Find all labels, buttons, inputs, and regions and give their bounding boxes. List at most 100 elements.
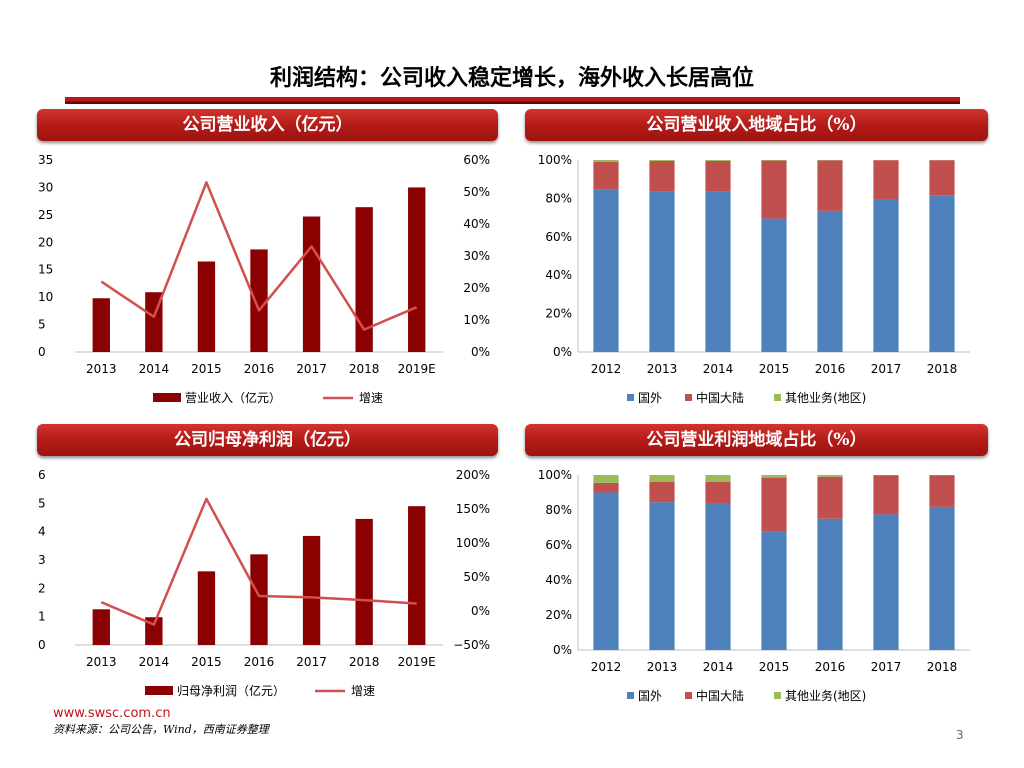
x-tick-label: 2013 (86, 362, 117, 376)
x-tick-label: 2016 (815, 362, 846, 376)
x-tick-label: 2015 (191, 655, 222, 669)
legend-swatch (627, 394, 634, 401)
revenue-bar (92, 609, 110, 645)
stacked-bar-segment (649, 482, 675, 503)
x-tick-label: 2017 (296, 655, 327, 669)
right-axis-tick-label: 200% (456, 468, 490, 482)
x-tick-label: 2018 (927, 362, 958, 376)
legend-label: 其他业务(地区) (785, 390, 866, 405)
title-underline-shadow (65, 101, 960, 104)
stacked-bar-segment (593, 492, 619, 650)
y-axis-tick-label: 0% (553, 643, 572, 657)
stacked-bar-segment (761, 218, 787, 352)
x-tick-label: 2017 (871, 362, 902, 376)
x-tick-label: 2012 (591, 660, 622, 674)
stacked-bar-segment (593, 475, 619, 483)
revenue-bar (355, 518, 373, 645)
left-axis-tick-label: 15 (38, 263, 53, 277)
source-note: 资料来源：公司公告，Wind，西南证券整理 (53, 723, 269, 736)
left-axis-tick-label: 0 (38, 345, 46, 359)
revenue-bar (302, 535, 321, 645)
revenue-chart-header: 公司营业收入（亿元） (37, 109, 498, 141)
y-axis-tick-label: 80% (545, 191, 572, 205)
stacked-bar-segment (817, 476, 843, 519)
x-tick-label: 2019E (398, 655, 436, 669)
right-axis-tick-label: 10% (463, 313, 490, 327)
right-axis-tick-label: 0% (471, 604, 490, 618)
right-axis-tick-label: 30% (463, 249, 490, 263)
stacked-bar-segment (929, 195, 955, 352)
legend-label: 中国大陆 (696, 390, 744, 405)
left-axis-tick-label: 30 (38, 180, 53, 194)
x-tick-label: 2014 (703, 660, 734, 674)
x-tick-label: 2018 (927, 660, 958, 674)
revenue-bar (408, 506, 426, 645)
revenue-region-chart-header: 公司营业收入地域占比（%） (525, 109, 988, 141)
profit-region-chart-header: 公司营业利润地域占比（%） (525, 424, 988, 456)
y-axis-tick-label: 20% (545, 307, 572, 321)
left-axis-tick-label: 3 (38, 553, 46, 567)
page-number: 3 (956, 728, 964, 742)
title-underline-bar (65, 97, 960, 102)
right-axis-tick-label: 60% (463, 153, 490, 167)
growth-line (100, 497, 417, 626)
stacked-bar-segment (705, 191, 731, 352)
x-tick-label: 2014 (139, 362, 170, 376)
stacked-bar-segment (817, 210, 843, 352)
stacked-bar-segment (649, 191, 675, 352)
legend-bar-swatch (145, 686, 173, 695)
stacked-bar-segment (593, 482, 619, 493)
stacked-bar-segment (761, 160, 787, 161)
stacked-bar-segment (761, 531, 787, 650)
legend-line-label: 增速 (351, 684, 375, 698)
legend-swatch (685, 692, 692, 699)
y-axis-tick-label: 20% (545, 608, 572, 622)
right-axis-tick-label: 150% (456, 502, 490, 516)
stacked-bar-segment (873, 514, 899, 650)
y-axis-tick-label: 60% (545, 538, 572, 552)
right-axis-tick-label: −50% (453, 638, 490, 652)
stacked-bar-segment (593, 161, 619, 190)
revenue-bar (250, 554, 268, 645)
y-axis-tick-label: 60% (545, 230, 572, 244)
legend-swatch (774, 394, 781, 401)
right-axis-tick-label: 50% (463, 570, 490, 584)
stacked-bar-segment (705, 503, 731, 650)
y-axis-tick-label: 40% (545, 268, 572, 282)
left-axis-tick-label: 1 (38, 610, 46, 624)
x-tick-label: 2016 (244, 655, 275, 669)
stacked-bar-segment (705, 160, 731, 192)
left-axis-tick-label: 6 (38, 468, 46, 482)
stacked-bar-segment (817, 518, 843, 650)
legend-label: 国外 (638, 391, 662, 405)
legend-swatch (685, 394, 692, 401)
stacked-bar-segment (873, 160, 899, 200)
revenue-bar (250, 249, 268, 352)
right-axis-tick-label: 50% (463, 185, 490, 199)
legend-bar-label: 营业收入（亿元） (185, 390, 281, 405)
x-tick-label: 2014 (139, 655, 170, 669)
stacked-bar-segment (929, 475, 955, 507)
legend-label: 其他业务(地区) (785, 688, 866, 703)
stacked-bar-segment (761, 477, 787, 532)
revenue-bar (92, 298, 110, 352)
y-axis-tick-label: 100% (538, 468, 572, 482)
left-axis-tick-label: 10 (38, 290, 53, 304)
right-axis-tick-label: 100% (456, 536, 490, 550)
growth-line (100, 181, 418, 331)
title-underline (65, 97, 960, 104)
x-tick-label: 2015 (191, 362, 222, 376)
stacked-bar-segment (873, 475, 899, 515)
legend-swatch (774, 692, 781, 699)
stacked-bar-segment (705, 482, 731, 503)
website-link[interactable]: www.swsc.com.cn (53, 706, 171, 721)
y-axis-tick-label: 40% (545, 573, 572, 587)
stacked-bar-segment (873, 199, 899, 352)
x-tick-label: 2019E (398, 362, 436, 376)
stacked-bar-segment (761, 475, 787, 478)
stacked-bar-segment (705, 160, 731, 161)
stacked-bar-segment (649, 475, 675, 482)
stacked-bar-segment (817, 160, 843, 211)
